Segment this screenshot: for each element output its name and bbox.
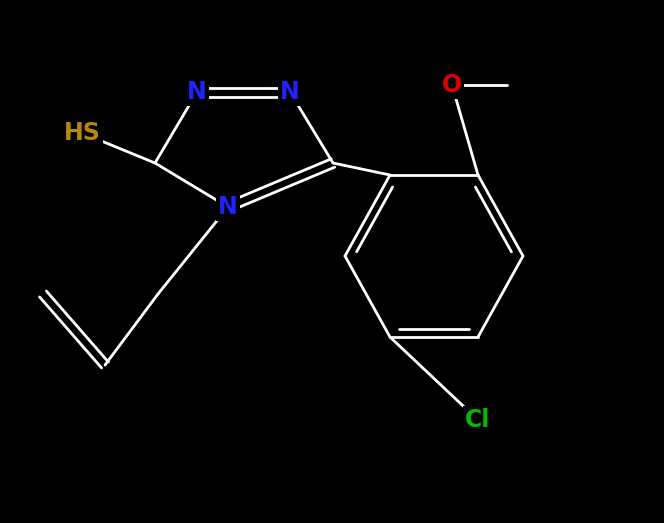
- Text: N: N: [187, 80, 207, 104]
- Text: Cl: Cl: [465, 408, 491, 432]
- Text: N: N: [218, 195, 238, 219]
- Text: O: O: [442, 73, 462, 97]
- Text: N: N: [280, 80, 300, 104]
- Text: HS: HS: [64, 121, 100, 145]
